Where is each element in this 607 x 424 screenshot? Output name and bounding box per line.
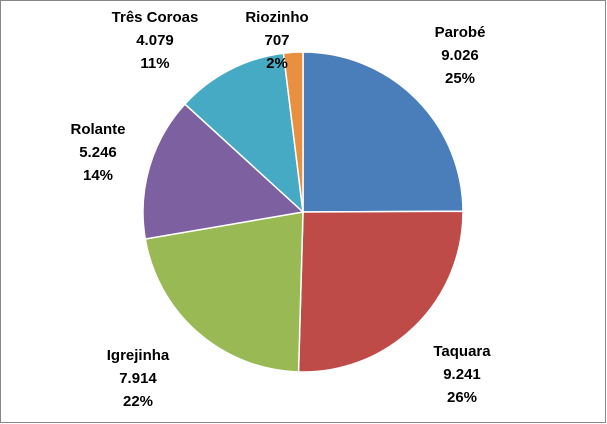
pie-slice <box>297 210 464 373</box>
slice-label: Riozinho <box>245 9 308 26</box>
slice-label: Igrejinha <box>107 347 170 364</box>
value-label: 9.026 <box>441 47 479 64</box>
percent-label: 22% <box>123 393 153 410</box>
percent-label: 26% <box>447 389 477 406</box>
pie-slice <box>282 51 304 213</box>
value-label: 9.241 <box>443 366 481 383</box>
value-label: 7.914 <box>119 370 157 387</box>
slice-label: Taquara <box>433 343 491 360</box>
pie-slice <box>144 211 304 373</box>
slice-label: Parobé <box>435 24 486 41</box>
value-label: 4.079 <box>136 32 174 49</box>
percent-label: 2% <box>266 55 288 72</box>
slice-label: Rolante <box>70 121 125 138</box>
value-label: 5.246 <box>79 144 117 161</box>
pie-slice <box>302 51 464 213</box>
pie-slice <box>142 103 305 240</box>
percent-label: 14% <box>83 167 113 184</box>
percent-label: 25% <box>445 70 475 87</box>
value-label: 707 <box>264 32 289 49</box>
pie-slice <box>183 52 304 214</box>
percent-label: 11% <box>140 55 169 72</box>
slice-label: Três Coroas <box>112 9 199 26</box>
